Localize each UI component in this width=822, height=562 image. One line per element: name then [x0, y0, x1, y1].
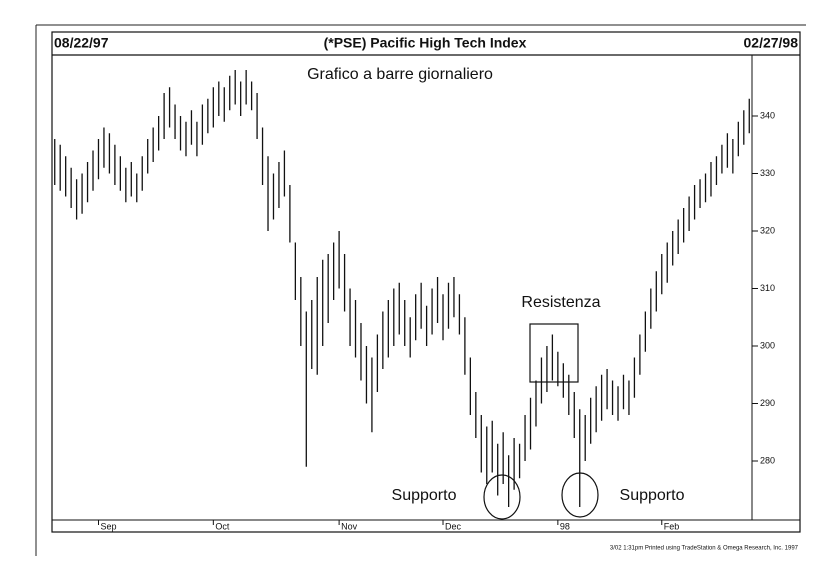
annotation: Supporto [392, 487, 457, 504]
chart-title: (*PSE) Pacific High Tech Index [324, 35, 527, 51]
x-tick-label: 98 [560, 521, 570, 531]
x-tick-label: Feb [664, 521, 680, 531]
x-tick-label: Nov [341, 521, 358, 531]
end-date: 02/27/98 [744, 35, 799, 51]
x-tick-label: Oct [215, 521, 230, 531]
subtitle: Grafico a barre giornaliero [307, 66, 493, 83]
x-tick-label: Sep [100, 521, 116, 531]
y-tick-label: 330 [760, 168, 775, 178]
plot-frame [51, 31, 801, 533]
support-circle [483, 474, 521, 520]
y-tick-label: 280 [760, 455, 775, 465]
start-date: 08/22/97 [54, 35, 109, 51]
y-tick-label: 310 [760, 283, 775, 293]
x-tick-label: Dec [445, 521, 462, 531]
annotation: Supporto [620, 487, 685, 504]
resistance-box [529, 323, 579, 383]
y-tick-label: 300 [760, 340, 775, 350]
footer: 3/02 1:31pm Printed using TradeStation &… [610, 546, 799, 552]
y-tick-label: 290 [760, 398, 775, 408]
y-tick-label: 340 [760, 110, 775, 120]
annotation: Resistenza [521, 294, 600, 311]
y-tick-label: 320 [760, 225, 775, 235]
